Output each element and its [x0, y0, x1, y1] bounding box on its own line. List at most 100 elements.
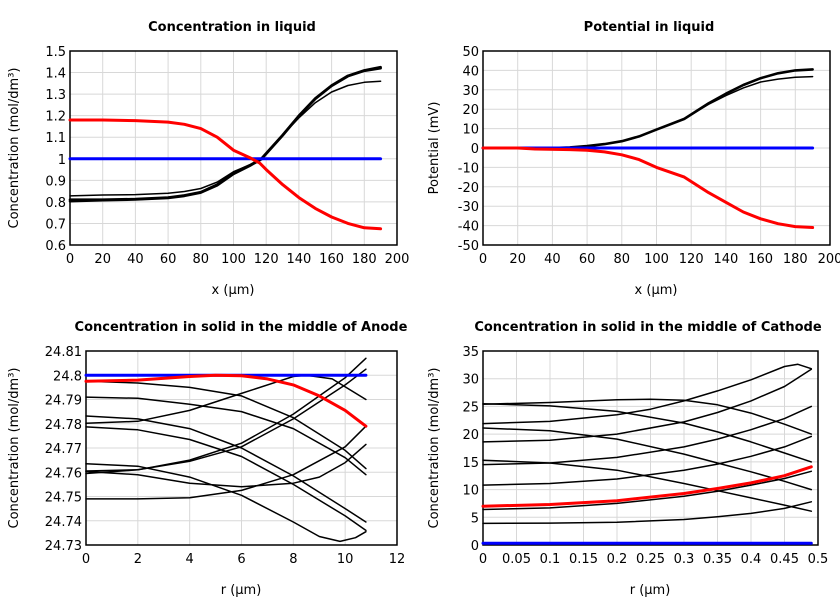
series-line-black: [482, 405, 813, 466]
y-tick-label: 1.4: [45, 67, 66, 82]
x-tick-label: 20: [94, 252, 111, 267]
y-tick-label: -30: [458, 200, 479, 215]
series-line-red: [84, 373, 368, 428]
x-tick-label: 0.4: [741, 552, 762, 567]
y-tick-label: 0.6: [45, 239, 66, 254]
y-tick-label: -20: [458, 181, 479, 196]
series-line-black: [85, 426, 367, 532]
series-line-black: [68, 66, 382, 203]
x-tick-label: 200: [818, 252, 840, 267]
plot-frame: [482, 350, 819, 546]
y-tick-label: -10: [458, 161, 479, 176]
chart-title: Concentration in solid in the middle of …: [474, 320, 822, 335]
x-tick-label: 0: [479, 552, 487, 567]
y-tick-label: -50: [458, 239, 479, 254]
y-tick-label: 35: [462, 345, 479, 360]
x-tick-label: 60: [579, 252, 596, 267]
y-tick-label: 0: [471, 539, 479, 554]
x-tick-label: 40: [544, 252, 561, 267]
y-axis-label: Potential (mV): [427, 102, 442, 195]
series-line-black: [482, 501, 813, 525]
y-tick-label: 0.7: [45, 217, 66, 232]
y-tick-label: 20: [462, 428, 479, 443]
y-tick-label: 5: [471, 511, 479, 526]
y-tick-label: 1.5: [45, 45, 66, 60]
x-tick-label: 0: [82, 552, 90, 567]
x-axis-label: x (µm): [212, 283, 255, 298]
x-tick-label: 0.35: [703, 552, 732, 567]
x-tick-label: 0.3: [674, 552, 695, 567]
series-line-black: [482, 75, 814, 149]
y-tick-label: 24.81: [45, 345, 82, 360]
series-line-black: [85, 425, 367, 500]
y-tick-label: 24.8: [53, 369, 82, 384]
x-tick-label: 12: [389, 552, 406, 567]
x-tick-label: 0.15: [569, 552, 598, 567]
y-tick-label: 0: [471, 142, 479, 157]
x-tick-label: 20: [509, 252, 526, 267]
series-line-black: [85, 368, 367, 472]
y-tick-label: 30: [462, 373, 479, 388]
y-axis-label: Concentration (mol/dm³): [427, 368, 442, 529]
x-tick-label: 100: [221, 252, 246, 267]
x-axis-label: r (µm): [630, 583, 671, 598]
x-tick-label: 0: [66, 252, 74, 267]
x-tick-label: 140: [286, 252, 311, 267]
y-tick-label: 24.79: [45, 394, 82, 409]
x-tick-label: 160: [748, 252, 773, 267]
series-line-black: [482, 459, 813, 512]
series-line-black: [85, 443, 367, 488]
series-line-black: [69, 80, 382, 197]
chart-liquid-potential: Potential in liquid x (µm) Potential (mV…: [427, 20, 840, 298]
y-tick-label: 25: [462, 400, 479, 415]
chart-liquid-concentration: Concentration in liquid x (µm) Concentra…: [7, 20, 409, 298]
y-axis-label: Concentration (mol/dm³): [7, 368, 22, 529]
x-tick-label: 180: [783, 252, 808, 267]
series-line-black: [85, 380, 367, 470]
y-tick-label: 1.3: [45, 88, 66, 103]
y-axis-label: Concentration (mol/dm³): [7, 68, 22, 229]
y-tick-label: 0.8: [45, 196, 66, 211]
series-line-black: [482, 402, 813, 463]
y-tick-label: 40: [462, 64, 479, 79]
y-tick-label: 20: [462, 103, 479, 118]
chart-anode-solid-concentration: Concentration in solid in the middle of …: [7, 320, 408, 598]
y-tick-label: 10: [462, 123, 479, 138]
x-tick-label: 0.25: [636, 552, 665, 567]
y-tick-label: 1.2: [45, 110, 66, 125]
y-tick-label: 24.73: [45, 539, 82, 554]
x-tick-label: 200: [385, 252, 410, 267]
y-tick-label: 1.1: [45, 131, 66, 146]
x-tick-label: 0.2: [607, 552, 628, 567]
x-tick-label: 120: [679, 252, 704, 267]
x-tick-label: 0.45: [770, 552, 799, 567]
x-tick-label: 2: [134, 552, 142, 567]
series-line-black: [482, 435, 813, 486]
x-tick-label: 0.5: [808, 552, 829, 567]
chart-title: Concentration in liquid: [148, 20, 316, 35]
chart-title: Potential in liquid: [584, 20, 715, 35]
x-tick-label: 80: [614, 252, 631, 267]
series-line-red: [68, 118, 383, 231]
y-tick-label: 24.78: [45, 418, 82, 433]
y-tick-label: -40: [458, 220, 479, 235]
y-tick-label: 15: [462, 456, 479, 471]
x-tick-label: 10: [337, 552, 354, 567]
series-line-black: [482, 368, 813, 443]
x-tick-label: 80: [193, 252, 210, 267]
x-tick-label: 120: [254, 252, 279, 267]
x-tick-label: 0.05: [502, 552, 531, 567]
x-axis-label: x (µm): [635, 283, 678, 298]
series-line-black: [482, 363, 813, 425]
plot-frame: [85, 350, 398, 546]
series-line-black: [85, 396, 367, 476]
series-line-black: [85, 463, 367, 543]
x-tick-label: 0: [479, 252, 487, 267]
series-line-black: [85, 374, 367, 425]
series-line-red: [481, 146, 815, 229]
y-tick-label: 24.75: [45, 491, 82, 506]
y-tick-label: 50: [462, 45, 479, 60]
y-tick-label: 24.76: [45, 466, 82, 481]
plot-frame: [69, 50, 398, 246]
